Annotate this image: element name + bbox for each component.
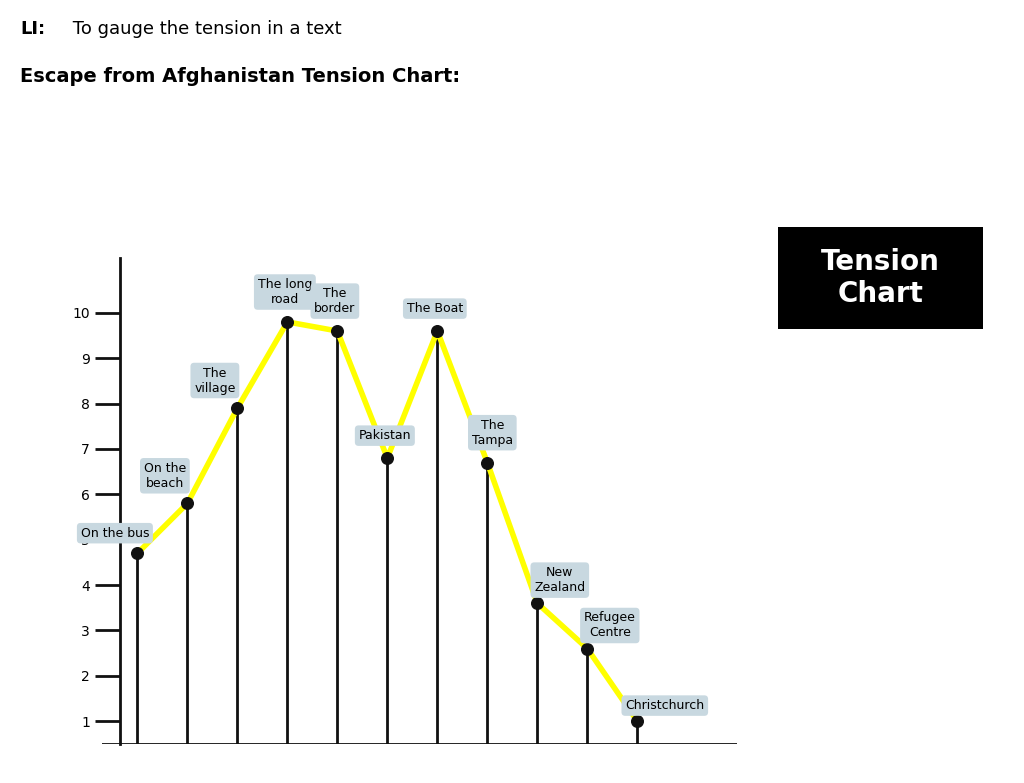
Text: LI:: LI: xyxy=(20,20,46,38)
Text: New
Zealand: New Zealand xyxy=(535,566,586,594)
Point xyxy=(529,597,546,609)
Point xyxy=(129,547,145,560)
Text: To gauge the tension in a text: To gauge the tension in a text xyxy=(67,20,341,38)
Point xyxy=(379,452,395,464)
Point xyxy=(329,325,345,337)
Point xyxy=(229,402,246,414)
Text: Pakistan: Pakistan xyxy=(358,429,411,442)
Point xyxy=(179,497,196,510)
Point xyxy=(479,456,496,469)
Text: The
village: The village xyxy=(195,366,236,395)
Text: The
border: The border xyxy=(314,287,355,315)
Point xyxy=(280,316,296,328)
Text: Refugee
Centre: Refugee Centre xyxy=(584,612,636,640)
Text: Tension
Chart: Tension Chart xyxy=(821,247,940,309)
Point xyxy=(629,715,645,727)
Text: Escape from Afghanistan Tension Chart:: Escape from Afghanistan Tension Chart: xyxy=(20,67,461,85)
Text: The Boat: The Boat xyxy=(407,302,463,315)
Text: On the bus: On the bus xyxy=(81,527,150,539)
Point xyxy=(580,642,596,655)
Text: The long
road: The long road xyxy=(258,278,312,306)
Point xyxy=(429,325,445,337)
Text: Christchurch: Christchurch xyxy=(626,699,705,712)
Text: On the
beach: On the beach xyxy=(143,462,186,490)
Text: The
Tampa: The Tampa xyxy=(472,419,513,446)
